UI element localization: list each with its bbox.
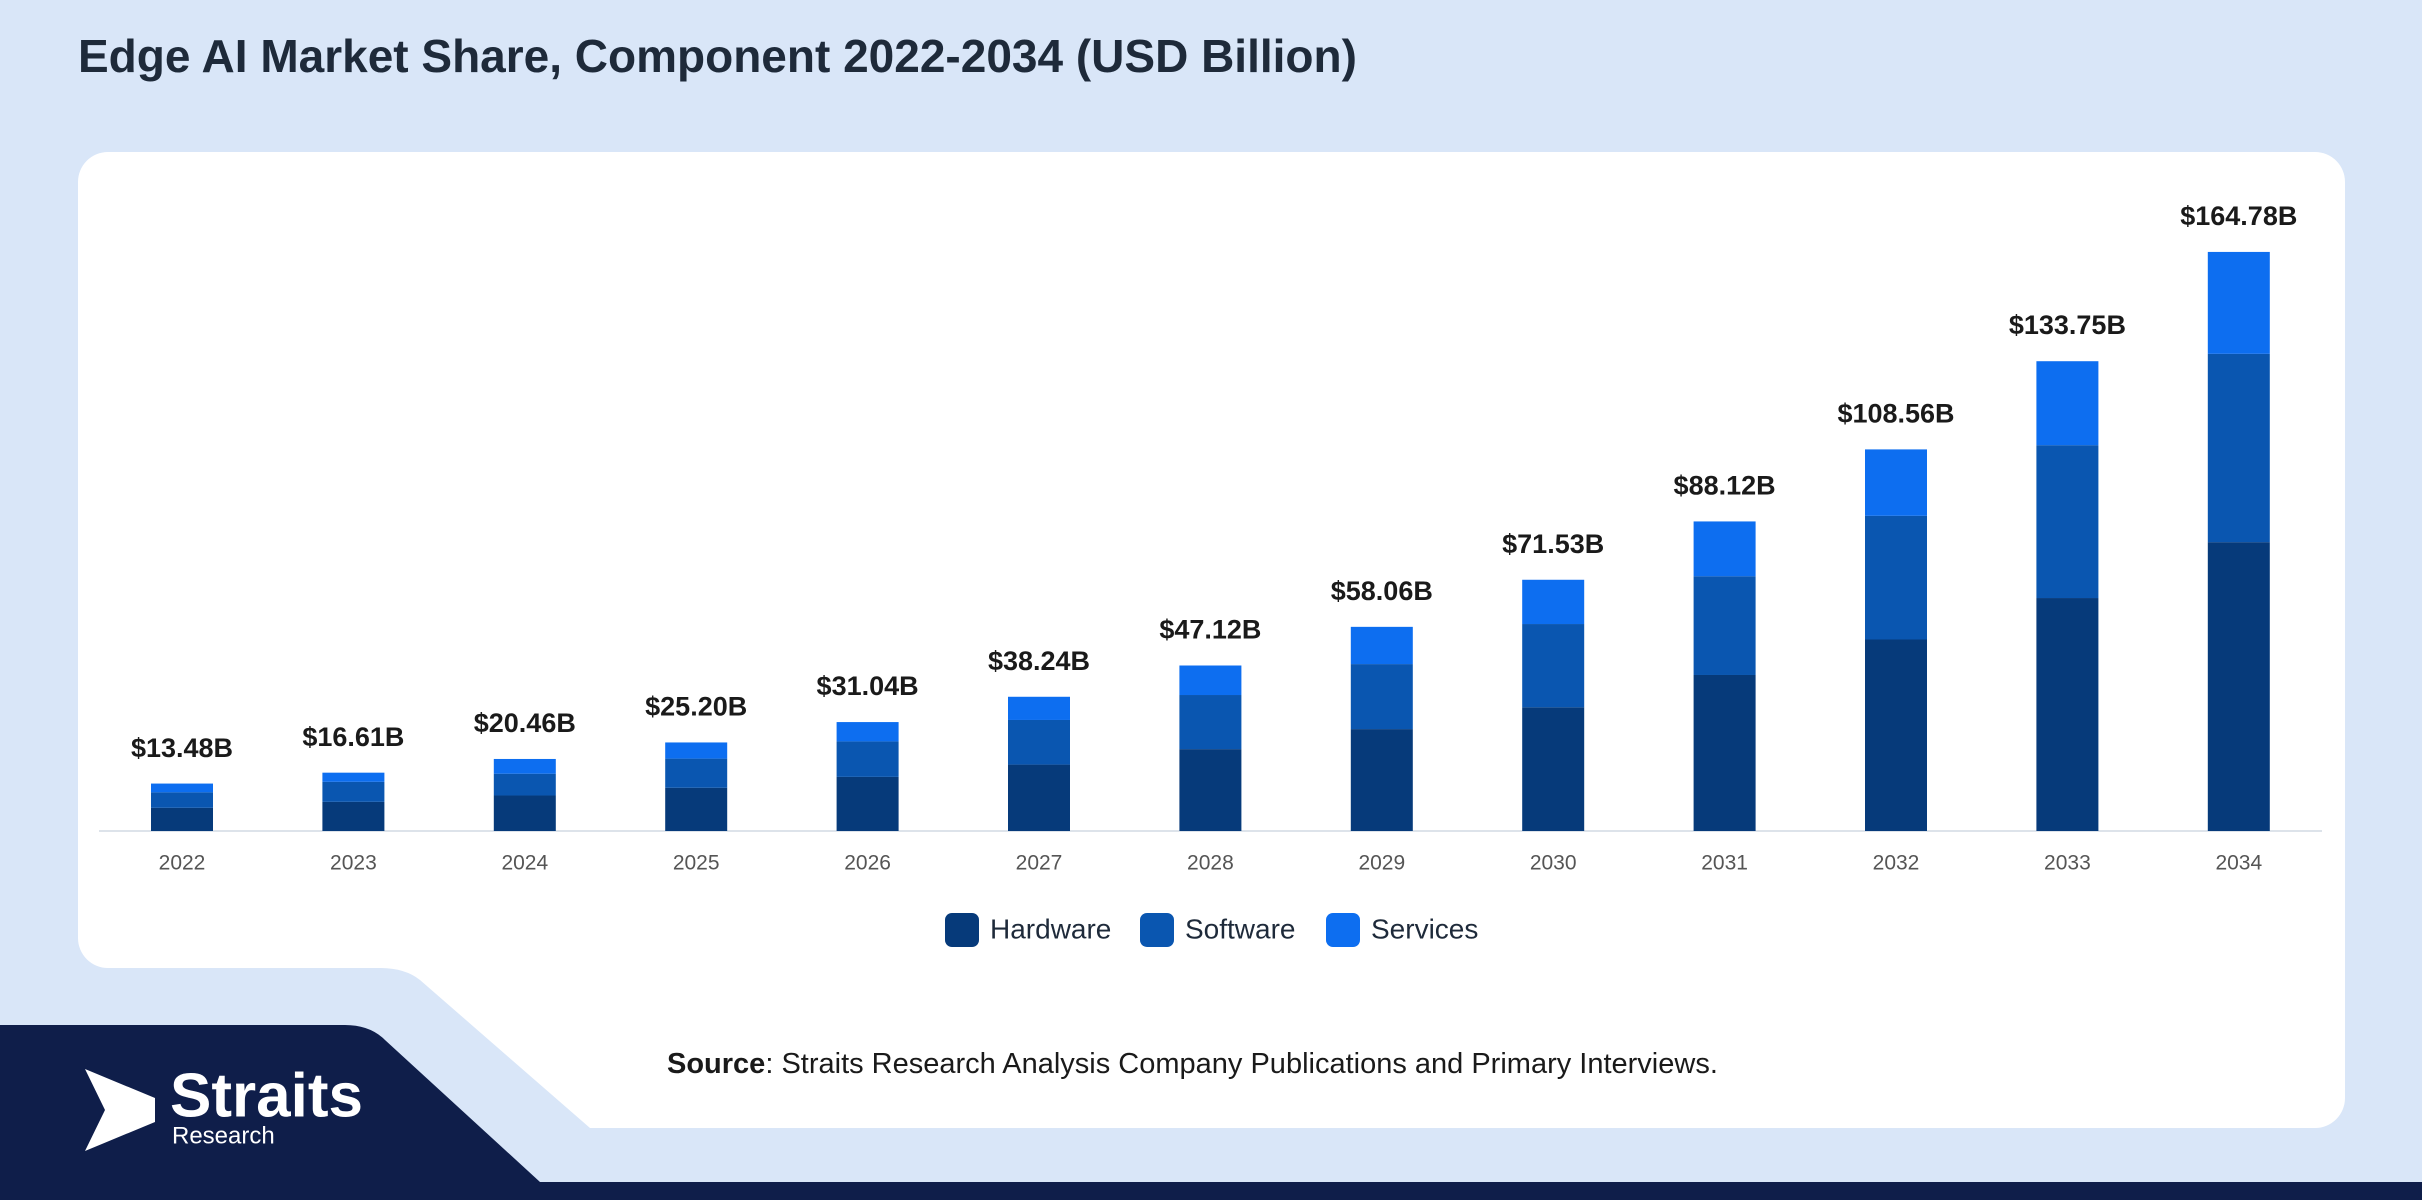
- bar-segment: [1865, 639, 1927, 831]
- x-tick-label: 2033: [2044, 852, 2091, 875]
- bar-segment: [665, 742, 728, 759]
- bar-segment: [1179, 695, 1242, 750]
- bar-segment: [1008, 719, 1070, 765]
- total-label: $47.12B: [1159, 615, 1261, 645]
- legend-swatch: [945, 913, 979, 947]
- bar-segment: [1693, 576, 1756, 675]
- bar-segment: [1522, 624, 1585, 708]
- source-text: : Straits Research Analysis Company Publ…: [765, 1048, 1718, 1080]
- x-tick-label: 2024: [501, 852, 548, 875]
- bar-segment: [1179, 749, 1242, 831]
- x-tick-label: 2028: [1187, 852, 1234, 875]
- total-label: $38.24B: [988, 646, 1090, 676]
- total-label: $58.06B: [1331, 576, 1433, 606]
- source-label: Source: [667, 1048, 765, 1080]
- x-tick-label: 2027: [1016, 852, 1063, 875]
- bar-segment: [2036, 445, 2099, 599]
- total-label: $20.46B: [474, 708, 576, 738]
- bar-segment: [322, 781, 385, 802]
- logo-name: Straits: [170, 1061, 363, 1130]
- x-tick-label: 2022: [159, 852, 206, 875]
- total-label: $71.53B: [1502, 529, 1604, 559]
- bar-segment: [1179, 665, 1242, 696]
- card: [78, 152, 2345, 1128]
- bar-segment: [1522, 707, 1585, 831]
- bar-segment: [1008, 764, 1070, 831]
- chart-title: Edge AI Market Share, Component 2022-203…: [78, 30, 1357, 82]
- bar-segment: [493, 758, 556, 774]
- bar-segment: [1008, 696, 1070, 720]
- bar-segment: [665, 787, 728, 831]
- bar-segment: [151, 783, 213, 793]
- legend-label: Software: [1185, 913, 1296, 944]
- x-tick-label: 2029: [1358, 852, 1405, 875]
- total-label: $108.56B: [1837, 399, 1954, 429]
- total-label: $16.61B: [302, 722, 404, 752]
- total-label: $164.78B: [2180, 201, 2297, 231]
- total-label: $25.20B: [645, 692, 747, 722]
- bar-segment: [836, 741, 899, 777]
- source: Source: Straits Research Analysis Compan…: [667, 1048, 1718, 1080]
- x-tick-label: 2025: [673, 852, 720, 875]
- x-tick-label: 2034: [2215, 852, 2262, 875]
- bar-segment: [1693, 521, 1756, 577]
- bar-segment: [2036, 598, 2099, 831]
- x-tick-label: 2032: [1873, 852, 1920, 875]
- bar-segment: [1865, 449, 1927, 516]
- bar-segment: [2207, 251, 2270, 354]
- x-tick-label: 2030: [1530, 852, 1577, 875]
- logo-sub: Research: [172, 1122, 275, 1149]
- bar-segment: [665, 758, 728, 788]
- legend-label: Services: [1371, 913, 1478, 944]
- bar-segment: [836, 776, 899, 831]
- bar-segment: [1350, 626, 1413, 665]
- bar-segment: [493, 795, 556, 831]
- x-tick-label: 2023: [330, 852, 377, 875]
- bar-segment: [2207, 542, 2270, 831]
- legend-label: Hardware: [990, 913, 1111, 944]
- x-tick-label: 2026: [844, 852, 891, 875]
- footer-band: [0, 1025, 2422, 1200]
- bar-segment: [151, 792, 213, 808]
- logo-icon: [85, 1069, 155, 1151]
- bar-segment: [836, 722, 899, 742]
- legend-swatch: [1140, 913, 1174, 947]
- bar-segment: [1693, 674, 1756, 831]
- bar-segment: [1350, 729, 1413, 831]
- bar-segment: [151, 807, 213, 831]
- bar-segment: [1350, 664, 1413, 730]
- total-label: $13.48B: [131, 733, 233, 763]
- bar-segment: [1522, 579, 1585, 625]
- bar-segment: [1865, 515, 1927, 640]
- total-label: $88.12B: [1674, 470, 1776, 500]
- bar-segment: [322, 801, 385, 831]
- bar-segment: [322, 772, 385, 782]
- x-tick-label: 2031: [1701, 852, 1748, 875]
- bar-segment: [2207, 353, 2270, 543]
- total-label: $31.04B: [817, 671, 919, 701]
- legend-swatch: [1326, 913, 1360, 947]
- total-label: $133.75B: [2009, 310, 2126, 340]
- bar-segment: [2036, 361, 2099, 446]
- bar-segment: [493, 773, 556, 796]
